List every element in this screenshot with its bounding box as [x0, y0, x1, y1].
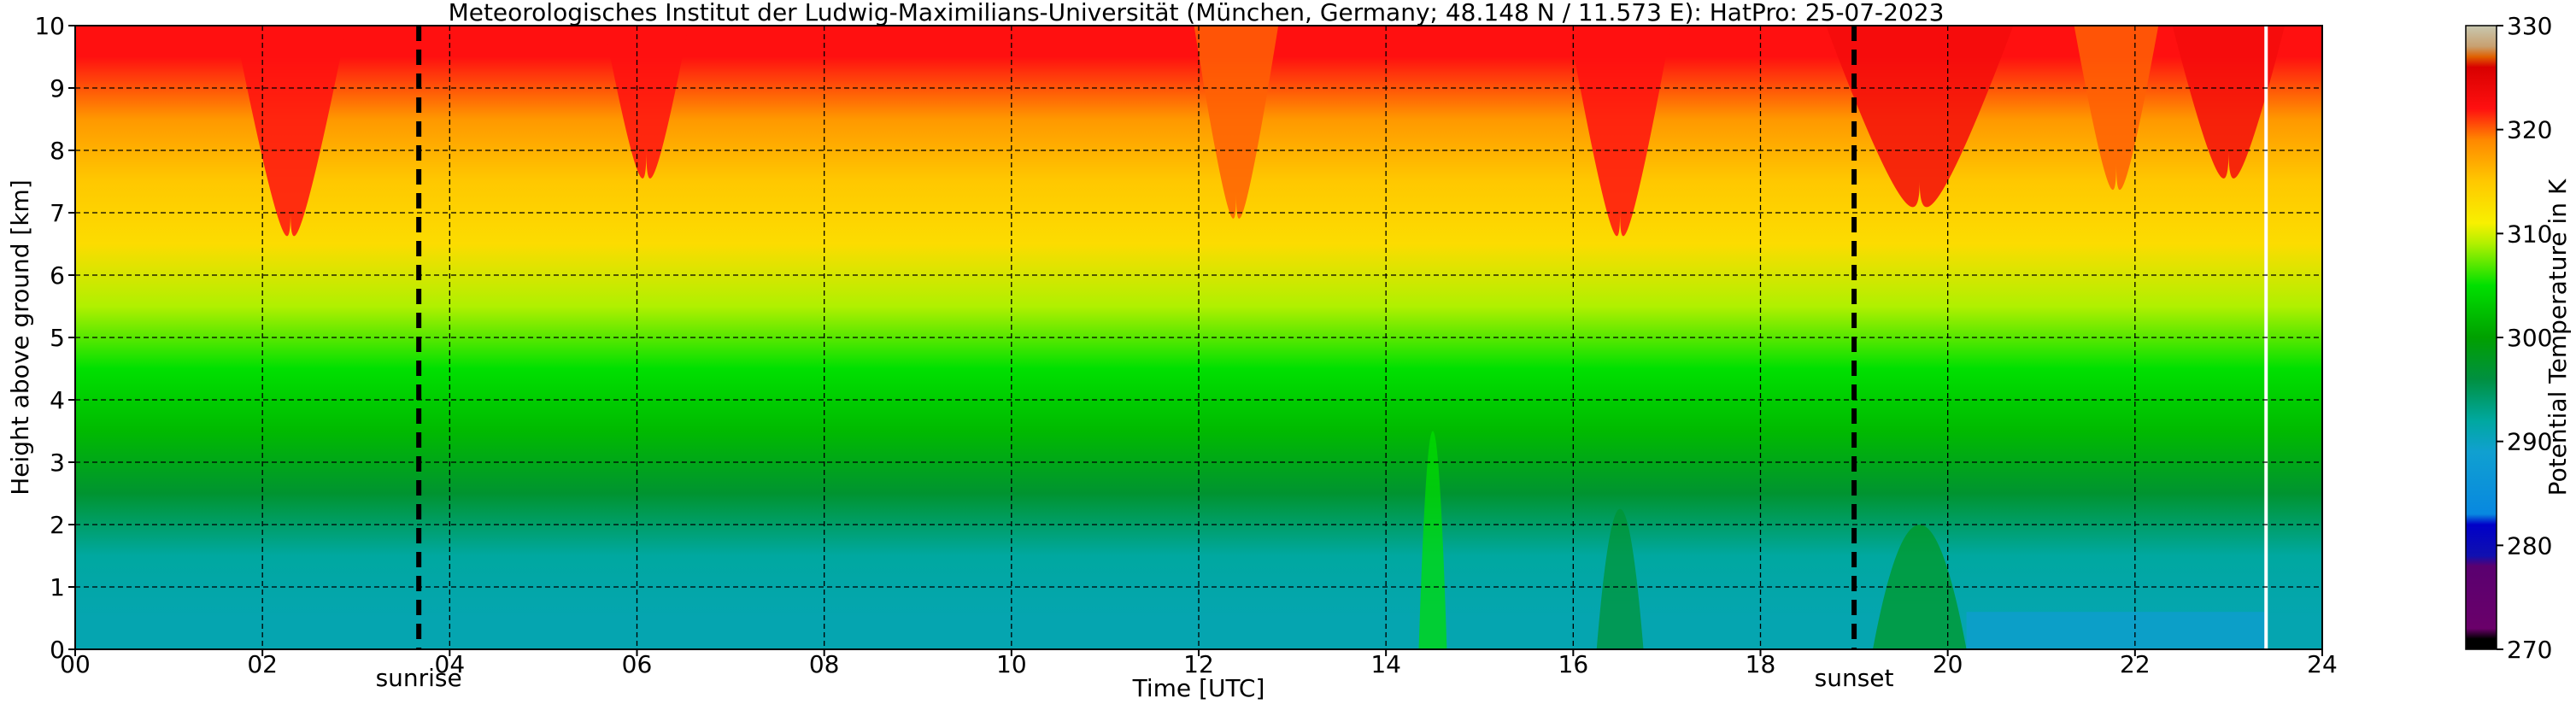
- warm-plume: [2074, 26, 2159, 191]
- event-label-sunset: sunset: [1815, 664, 1894, 692]
- colorbar-tick-label: 270: [2507, 636, 2552, 664]
- warm-plume: [2172, 26, 2286, 179]
- x-tick-label: 00: [60, 650, 91, 678]
- x-tick-label: 24: [2307, 650, 2338, 678]
- colorbar-tick-label: 300: [2507, 324, 2552, 352]
- x-tick-label: 04: [435, 650, 466, 678]
- cool-column: [1873, 525, 1967, 649]
- warm-plume: [1568, 26, 1672, 237]
- x-axis-label: Time [UTC]: [1132, 674, 1265, 702]
- colorbar-ticks: 270 280 290 300 310 320 330: [2497, 12, 2552, 664]
- chart-title: Meteorologisches Institut der Ludwig-Max…: [449, 0, 1945, 26]
- x-tick-label: 08: [809, 650, 840, 678]
- plot-area: sunrise sunset: [74, 25, 2323, 692]
- colorbar-tick-label: 320: [2507, 116, 2552, 144]
- colorbar: 270 280 290 300 310 320 330 Potential Temperat…: [2465, 12, 2572, 664]
- event-markers: sunrise sunset: [376, 26, 1894, 692]
- event-label-sunrise: sunrise: [376, 664, 462, 692]
- colorbar-label: Potential Temperature in K: [2544, 179, 2572, 496]
- grid: [74, 25, 2323, 650]
- x-tick-label: 12: [1183, 650, 1214, 678]
- y-tick-label: 4: [50, 386, 65, 414]
- x-tick-label: 02: [247, 650, 278, 678]
- colorbar-tick-label: 290: [2507, 428, 2552, 456]
- warm-plume: [1194, 26, 1279, 219]
- heatmap-structures: [234, 26, 2286, 649]
- colorbar-bar: [2465, 25, 2497, 650]
- y-tick-label: 3: [50, 449, 65, 477]
- cool-column: [1418, 431, 1447, 649]
- y-tick-label: 6: [50, 261, 65, 290]
- x-tick-label: 16: [1558, 650, 1589, 678]
- y-tick-label: 8: [50, 137, 65, 165]
- x-axis: 00 02 04 06 08 10 12 14 16 18 20 22 24: [60, 649, 2338, 678]
- x-tick-label: 14: [1370, 650, 1401, 678]
- warm-plume: [1826, 26, 2014, 208]
- x-tick-label: 18: [1746, 650, 1776, 678]
- colorbar-tick-label: 280: [2507, 531, 2552, 560]
- y-tick-label: 7: [50, 199, 65, 227]
- colorbar-tick-label: 330: [2507, 12, 2552, 40]
- x-tick-label: 06: [622, 650, 653, 678]
- cool-surface-layer: [1966, 612, 2267, 649]
- x-tick-label: 22: [2120, 650, 2151, 678]
- y-axis: 0 1 2 3 4 5 6 7 8 9 10: [34, 12, 75, 664]
- cool-column: [1596, 508, 1644, 649]
- x-tick-label: 10: [996, 650, 1027, 678]
- y-tick-label: 1: [50, 573, 65, 601]
- colorbar-tick-label: 310: [2507, 220, 2552, 248]
- y-tick-label: 2: [50, 511, 65, 539]
- x-tick-label: 20: [1933, 650, 1963, 678]
- warm-plume: [604, 26, 689, 179]
- y-axis-label: Height above ground [km]: [6, 179, 34, 496]
- y-tick-label: 5: [50, 324, 65, 352]
- y-tick-label: 9: [50, 74, 65, 103]
- y-tick-label: 0: [50, 636, 65, 664]
- y-tick-label: 10: [34, 12, 65, 40]
